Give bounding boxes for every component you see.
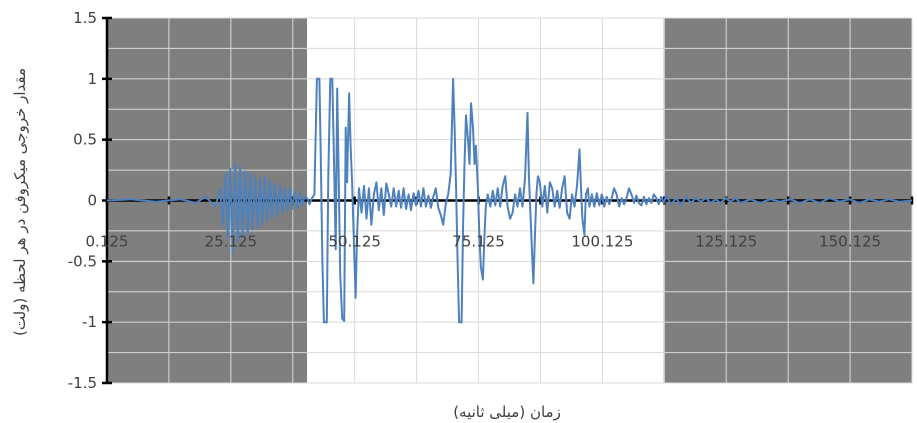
- x-tick-label: 150.125: [819, 233, 881, 251]
- y-tick-label: -0.5: [68, 252, 97, 270]
- series-line-1: [106, 77, 913, 324]
- x-tick-label: 125.125: [695, 233, 757, 251]
- y-tick-labels: 1.5 1 0.5 0 -0.5 -1 -1.5: [68, 9, 97, 392]
- y-tick-label: 1.5: [73, 9, 97, 27]
- x-tick-labels: 0.125 25.125 50.125 75.125 100.125 125.125 150…: [86, 233, 882, 251]
- x-tick-label: 100.125: [571, 233, 633, 251]
- y-tick-label: -1: [82, 313, 97, 331]
- x-tick-label: 50.125: [328, 233, 381, 251]
- y-tick-label: 0.5: [73, 131, 97, 149]
- y-axis-title: مقدار خروجی میکروفن در هر لحظه (ولت): [11, 68, 29, 336]
- x-tick-label: 25.125: [205, 233, 258, 251]
- x-tick-label: 75.125: [452, 233, 505, 251]
- x-tick-label: 0.125: [86, 233, 129, 251]
- y-tick-label: -1.5: [68, 374, 97, 392]
- y-tick-label: 1: [87, 70, 97, 88]
- y-tick-label: 0: [87, 192, 97, 210]
- x-axis-title: زمان (میلی ثانیه): [453, 403, 561, 421]
- series-lines: [106, 77, 913, 324]
